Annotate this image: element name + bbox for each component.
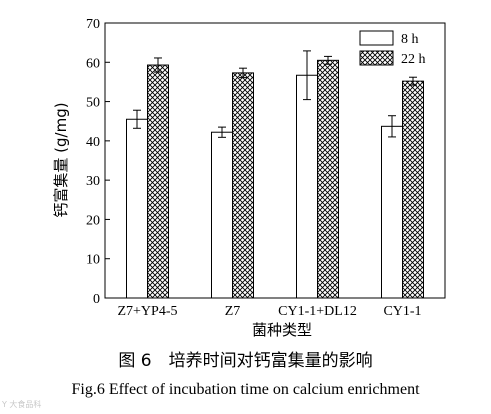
bar-chart: 0 10 20 30 40 50 60 70 Z7+YP4-5 Z7 CY1-1+DL12 CY1-1…: [52, 17, 446, 339]
plot-frame: [104, 22, 446, 299]
y-tick-label: 30: [86, 174, 100, 189]
bar-8h-0: [126, 118, 148, 299]
watermark: Y 大食品科: [2, 400, 42, 409]
legend-swatch-0: [359, 30, 394, 46]
x-tick-label: CY1-1: [383, 304, 421, 319]
y-tick-label: 40: [86, 135, 100, 150]
bar-22h-1: [232, 72, 254, 299]
legend-swatch-1: [359, 50, 394, 66]
bar-8h-2: [296, 74, 318, 299]
legend-label-1: 22 h: [401, 52, 426, 67]
bar-22h-2: [317, 59, 339, 299]
x-tick-label: Z7+YP4-5: [117, 304, 177, 319]
bar-8h-1: [211, 131, 233, 299]
x-tick-label: Z7: [225, 304, 241, 319]
y-tick-label: 70: [86, 17, 100, 32]
y-tick-label: 0: [93, 292, 100, 307]
bar-22h-0: [147, 64, 169, 299]
x-axis-label: 菌种类型: [252, 321, 312, 339]
y-tick-label: 20: [86, 213, 100, 228]
y-tick-label: 50: [86, 96, 100, 111]
y-tick-label: 60: [86, 56, 100, 71]
bar-22h-3: [402, 80, 424, 299]
legend-label-0: 8 h: [401, 32, 419, 47]
y-axis-label: 钙富集量 (g/mg): [52, 102, 70, 217]
bar-8h-3: [381, 125, 403, 299]
x-tick-label: CY1-1+DL12: [278, 304, 357, 319]
figure-caption-en: Fig.6 Effect of incubation time on calci…: [71, 381, 420, 398]
figure-caption-cn: 图 6 培养时间对钙富集量的影响: [118, 351, 373, 371]
y-tick-label: 10: [86, 253, 100, 268]
